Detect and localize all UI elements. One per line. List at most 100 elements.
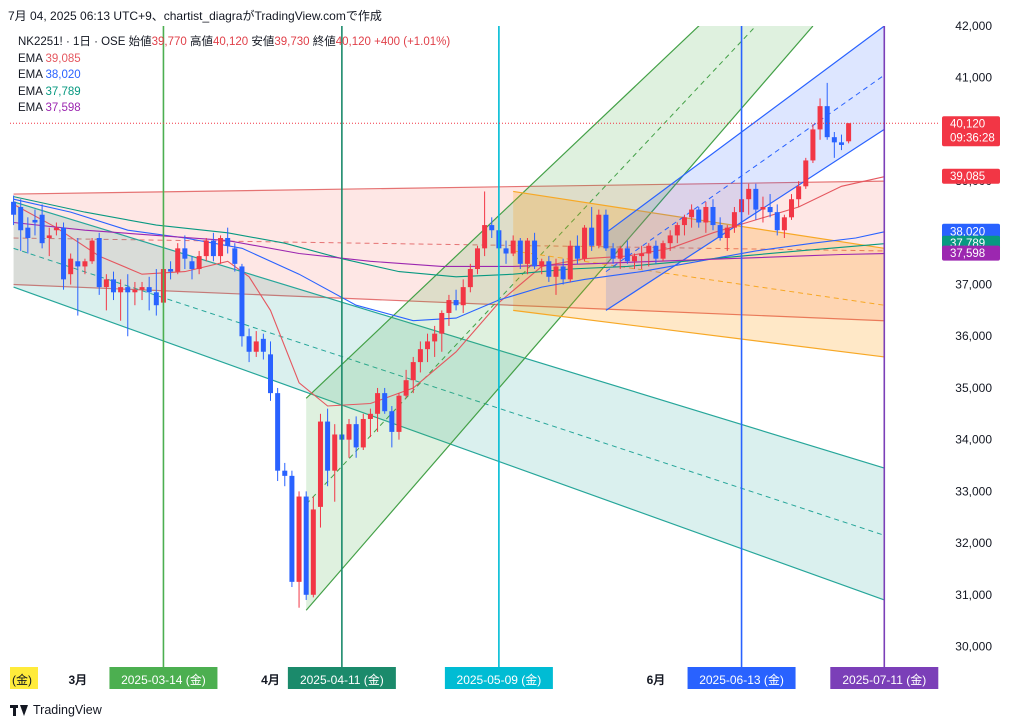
x-axis-edge-tag bbox=[10, 667, 38, 689]
y-axis-tick-label: 37,000 bbox=[955, 278, 992, 292]
channel-mid-line bbox=[305, 26, 757, 505]
channel-upper-line bbox=[305, 26, 700, 399]
candle-body bbox=[731, 212, 737, 228]
close-value: 40,120 bbox=[335, 36, 371, 48]
candle-body bbox=[310, 509, 316, 595]
candle-body bbox=[560, 266, 566, 280]
candle-body bbox=[660, 243, 666, 259]
ema-line bbox=[13, 196, 885, 278]
symbol-label[interactable]: NK2251! · 1日 · OSE bbox=[18, 36, 126, 48]
price-tag bbox=[942, 116, 1000, 147]
ema-value: 37,789 bbox=[45, 85, 81, 98]
candle-body bbox=[96, 238, 102, 288]
candle-body bbox=[210, 240, 216, 257]
x-axis-month-label: 6月 bbox=[647, 673, 666, 687]
channel-fill bbox=[13, 201, 885, 600]
x-axis-date-tag bbox=[109, 667, 218, 689]
candle-body bbox=[61, 227, 67, 280]
x-axis-date-label: 2025-06-13 (金) bbox=[699, 672, 784, 687]
candle-body bbox=[432, 333, 438, 342]
candle-body bbox=[110, 279, 116, 293]
candle-body bbox=[796, 186, 802, 200]
tradingview-footer[interactable]: TradingView bbox=[10, 703, 102, 717]
chart-caption: 7月 04, 2025 06:13 UTC+9、chartist_diagraが… bbox=[8, 9, 382, 23]
candle-body bbox=[389, 411, 395, 432]
candle-body bbox=[689, 209, 695, 218]
candle-body bbox=[517, 240, 523, 264]
open-label: 始値 bbox=[128, 36, 152, 48]
candle-body bbox=[182, 248, 188, 259]
candle-body bbox=[346, 424, 352, 440]
candle-body bbox=[239, 266, 245, 337]
x-axis-month-label: 3月 bbox=[68, 673, 87, 687]
candle-body bbox=[703, 206, 709, 223]
candle-body bbox=[403, 380, 409, 396]
ema-row-4[interactable]: EMA 37,598 bbox=[18, 100, 450, 117]
ema-label: EMA bbox=[18, 52, 43, 65]
channel-upper-line bbox=[605, 26, 885, 234]
candle-body bbox=[446, 300, 452, 313]
channel-lower-line bbox=[513, 309, 885, 358]
ema-label: EMA bbox=[18, 102, 43, 114]
candle-body bbox=[582, 227, 588, 259]
candle-body bbox=[139, 287, 145, 290]
channel-lower-line bbox=[605, 128, 885, 311]
candle-body bbox=[810, 129, 816, 161]
ema-row-1[interactable]: EMA 39,085 bbox=[18, 51, 450, 68]
price-tag bbox=[942, 245, 1000, 261]
candle-body bbox=[275, 393, 281, 471]
candle-body bbox=[553, 266, 559, 277]
y-axis-tick-label: 41,000 bbox=[955, 71, 992, 85]
candle-body bbox=[32, 219, 38, 223]
candle-body bbox=[360, 418, 366, 448]
candle-body bbox=[781, 217, 787, 231]
candle-body bbox=[596, 214, 602, 246]
candle-body bbox=[746, 188, 752, 200]
price-tag-countdown: 09:36:28 bbox=[950, 133, 995, 145]
ema-row-2[interactable]: EMA 38,020 bbox=[18, 67, 450, 84]
low-value: 39,730 bbox=[274, 36, 310, 48]
x-axis-date-tag bbox=[687, 667, 796, 689]
ema-row-3[interactable]: EMA 37,789 bbox=[18, 84, 450, 101]
x-axis-date-tag bbox=[830, 667, 939, 689]
candle-body bbox=[25, 227, 31, 238]
x-axis-date-label: 2025-05-09 (金) bbox=[457, 672, 542, 687]
high-label: 高値 bbox=[189, 36, 213, 48]
candle-body bbox=[803, 160, 809, 187]
candle-body bbox=[18, 206, 24, 231]
candle-body bbox=[353, 424, 359, 448]
chart-legend: NK2251! · 1日 · OSE 始値39,770 高値40,120 安値3… bbox=[18, 34, 450, 117]
candle-body bbox=[482, 225, 488, 249]
channel-lower-line bbox=[13, 286, 885, 601]
price-tag-value: 40,120 bbox=[950, 119, 985, 131]
candle-body bbox=[118, 287, 124, 293]
candle-body bbox=[831, 137, 837, 143]
ema-value: 38,020 bbox=[45, 69, 81, 81]
candle-body bbox=[817, 106, 823, 130]
ema-label: EMA bbox=[18, 69, 43, 81]
low-label: 安値 bbox=[251, 36, 275, 48]
candle-body bbox=[824, 106, 830, 138]
channel-fill bbox=[13, 181, 885, 321]
channel-upper-line bbox=[13, 201, 885, 469]
candle-body bbox=[218, 238, 224, 257]
candle-body bbox=[289, 475, 295, 582]
candle-body bbox=[603, 214, 609, 249]
candle-body bbox=[196, 256, 202, 270]
candle-body bbox=[11, 201, 17, 215]
candle-body bbox=[46, 235, 52, 238]
x-axis-month-label: 4月 bbox=[261, 673, 280, 687]
candle-body bbox=[203, 240, 209, 257]
candle-body bbox=[639, 253, 645, 257]
candle-body bbox=[696, 209, 702, 223]
candle-body bbox=[681, 217, 687, 226]
channel-lower-line bbox=[305, 26, 814, 611]
channel-fill bbox=[605, 26, 885, 311]
x-axis-date-label: 2025-07-11 (金) bbox=[842, 672, 926, 687]
candle-body bbox=[503, 248, 509, 254]
candle-body bbox=[282, 470, 288, 476]
candle-body bbox=[467, 269, 473, 288]
open-value: 39,770 bbox=[151, 36, 187, 48]
